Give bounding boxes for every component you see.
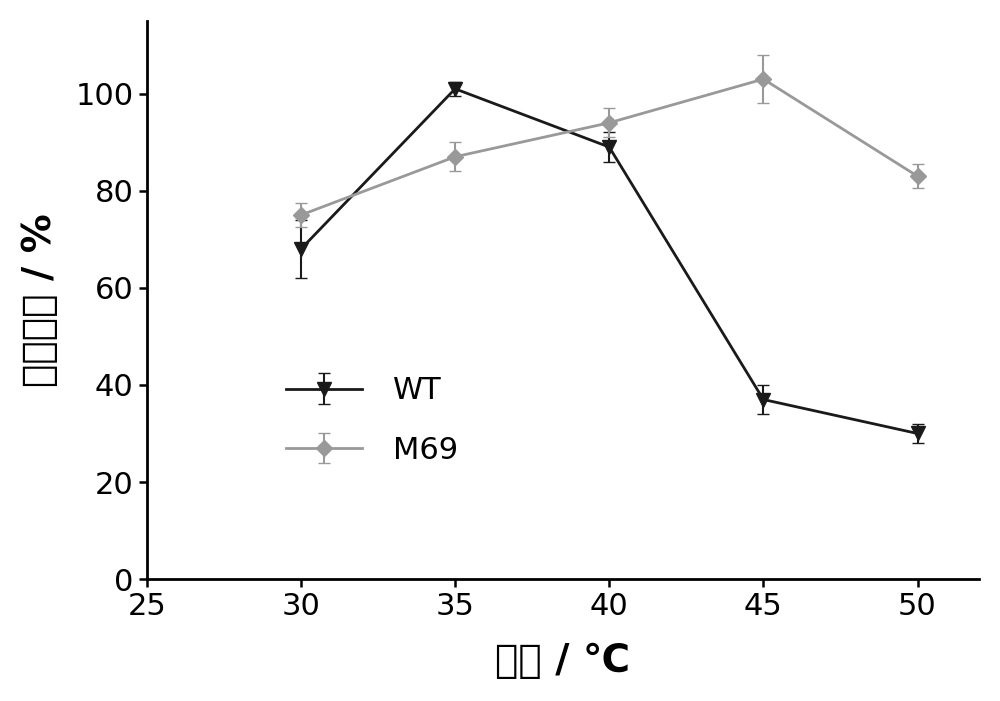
- Y-axis label: 相对酶活 / %: 相对酶活 / %: [21, 213, 59, 387]
- X-axis label: 温度 / ℃: 温度 / ℃: [495, 642, 631, 680]
- Legend: WT, M69: WT, M69: [270, 361, 473, 480]
